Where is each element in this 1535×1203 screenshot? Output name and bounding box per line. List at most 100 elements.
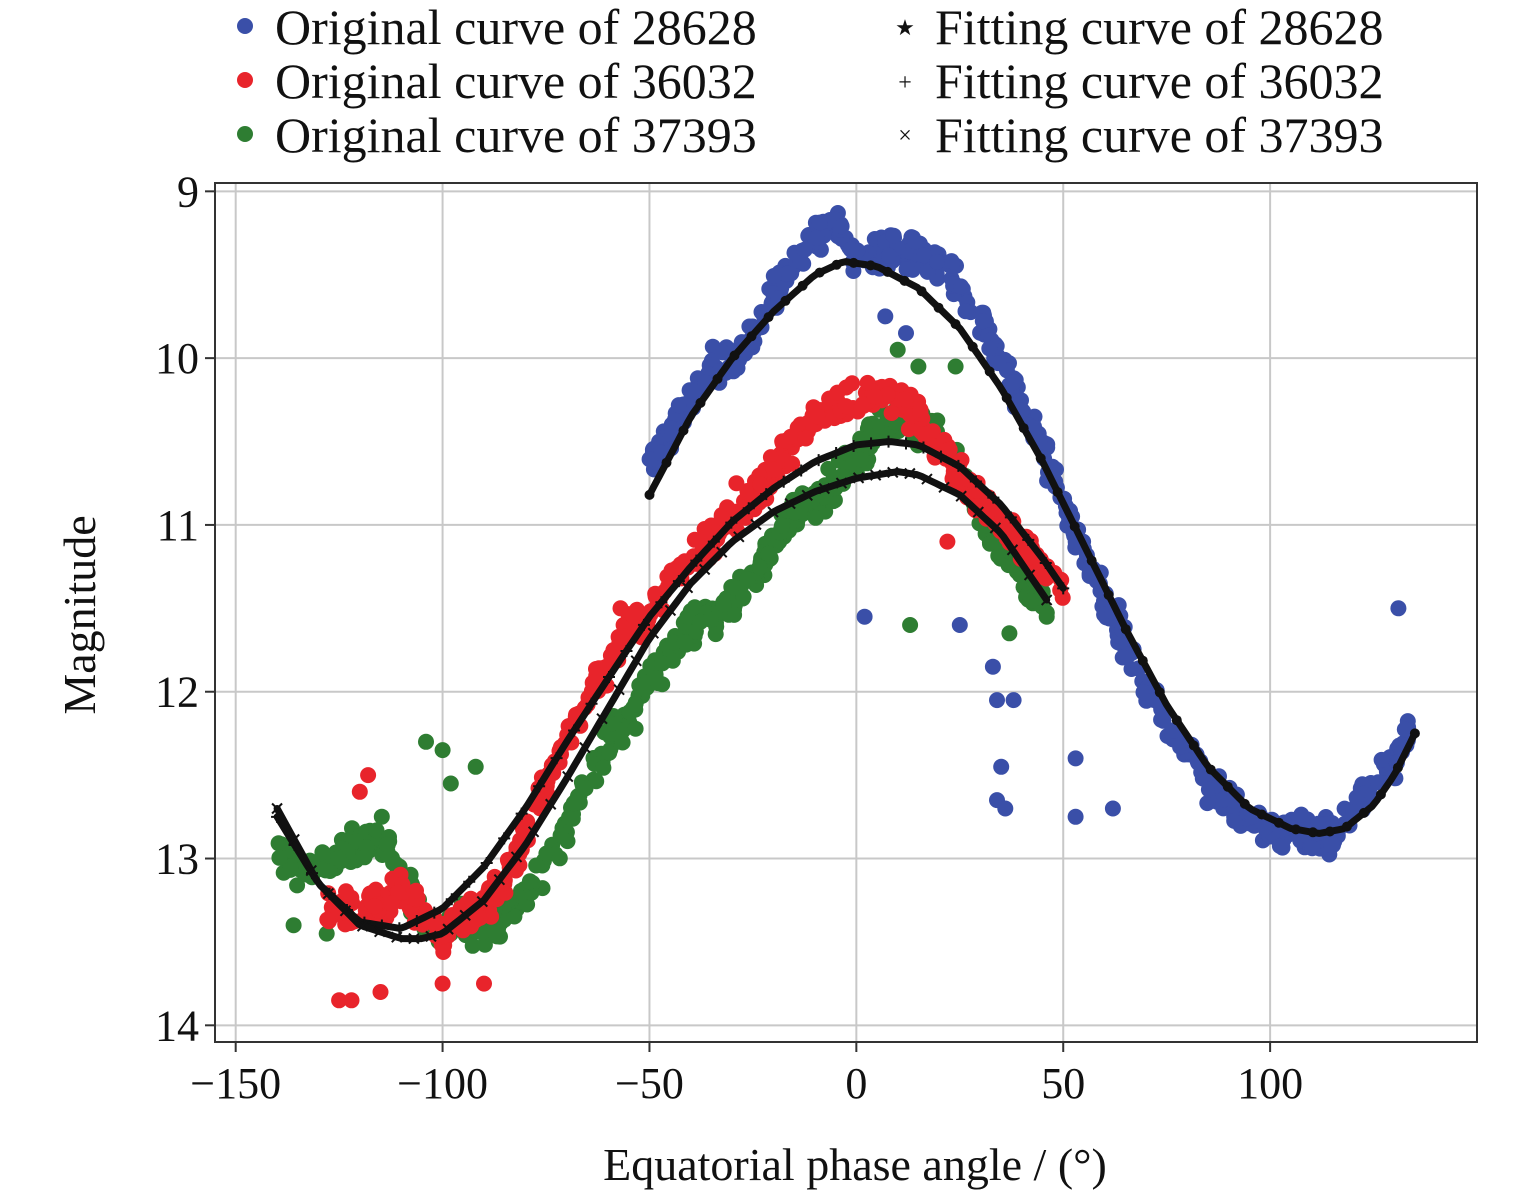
data-point: [898, 325, 914, 342]
legend-label-fit-36032: Fitting curve of 36032: [935, 53, 1384, 109]
data-point: [383, 895, 400, 912]
data-point: [990, 547, 1007, 564]
data-point: [692, 613, 709, 630]
data-point: [714, 344, 731, 361]
fit-marker-plus: [568, 724, 581, 737]
fit-marker-plus: [952, 459, 965, 472]
axes: −150 −100 −50 0 50 100 9 10 11 12 13 14: [155, 167, 1303, 1108]
fit-marker-cross: [869, 469, 882, 481]
fit-marker-star: [933, 302, 944, 313]
fit-marker-plus: [899, 437, 912, 450]
fit-marker-plus: [533, 780, 546, 793]
data-point: [993, 758, 1010, 775]
fit-marker-star: [712, 373, 723, 384]
fit-marker-cross: [356, 920, 369, 932]
data-point: [467, 758, 484, 775]
fit-curve-5: [271, 466, 1053, 945]
fit-marker-cross: [425, 930, 437, 943]
data-point: [434, 742, 451, 759]
data-point: [528, 857, 545, 874]
y-tick-label: 11: [157, 501, 199, 550]
x-tick-label: 100: [1237, 1059, 1303, 1108]
fit-marker-plus: [1004, 511, 1017, 524]
fit-marker-cross: [835, 477, 848, 489]
fit-marker-star: [797, 280, 808, 291]
data-point: [676, 634, 693, 651]
fit-marker-plus: [480, 856, 493, 869]
fit-marker-cross: [733, 531, 745, 543]
legend-marker-original-28628: [237, 18, 253, 34]
data-point: [912, 401, 929, 418]
fit-marker-cross: [391, 931, 403, 943]
data-point: [898, 261, 915, 278]
fit-marker-star: [899, 275, 910, 286]
fit-marker-star: [1324, 826, 1335, 837]
data-point: [627, 696, 644, 713]
fit-marker-plus: [777, 475, 790, 488]
data-point: [314, 844, 331, 861]
data-point: [726, 606, 743, 623]
data-point: [442, 775, 459, 792]
fit-marker-star: [729, 350, 740, 361]
data-point: [829, 384, 846, 401]
data-point: [885, 227, 902, 244]
fit-marker-star: [1103, 590, 1114, 600]
data-point: [910, 358, 927, 375]
data-point: [601, 744, 618, 761]
legend-marker-fit-28628: ★: [895, 15, 915, 40]
data-point: [735, 588, 752, 605]
data-point: [877, 308, 894, 325]
fit-marker-star: [1375, 789, 1386, 800]
data-point: [285, 917, 302, 934]
fit-marker-cross: [681, 582, 694, 594]
data-point: [319, 911, 336, 928]
data-point: [990, 355, 1007, 372]
data-point: [997, 800, 1014, 817]
fit-marker-plus: [620, 644, 633, 657]
data-point: [330, 850, 347, 867]
data-point: [1067, 808, 1084, 825]
fit-marker-star: [1290, 824, 1301, 835]
data-point: [881, 247, 897, 264]
data-point: [1001, 625, 1018, 642]
data-point: [343, 992, 360, 1009]
fit-marker-cross: [562, 770, 574, 783]
data-point: [551, 850, 568, 867]
data-point: [866, 388, 883, 405]
data-point: [941, 441, 958, 458]
data-point: [916, 247, 932, 264]
fit-marker-plus: [742, 502, 755, 515]
data-point: [681, 382, 698, 399]
data-point: [902, 617, 919, 633]
fit-marker-star: [1358, 807, 1369, 818]
fit-marker-plus: [812, 454, 825, 467]
data-point: [603, 715, 620, 732]
fit-marker-cross: [596, 712, 608, 725]
fit-marker-plus: [1022, 533, 1035, 546]
fit-marker-star: [661, 457, 672, 468]
fit-marker-star: [1035, 453, 1046, 464]
data-point: [981, 340, 998, 357]
fit-marker-cross: [664, 604, 677, 617]
fit-marker-cross: [716, 546, 728, 558]
data-point: [883, 405, 900, 421]
data-point: [760, 545, 777, 562]
fit-line: [273, 438, 1067, 932]
fit-marker-plus: [410, 915, 423, 928]
fit-marker-star: [644, 489, 655, 500]
data-point: [811, 214, 828, 231]
data-point: [807, 509, 824, 526]
legend-marker-original-37393: [237, 126, 253, 142]
data-point: [837, 398, 854, 415]
data-point: [289, 877, 306, 894]
data-point: [625, 607, 642, 624]
data-point: [907, 233, 924, 250]
fit-marker-cross: [613, 684, 625, 696]
fit-marker-plus: [830, 447, 843, 460]
fit-marker-star: [746, 331, 757, 342]
y-tick-label: 10: [155, 334, 199, 383]
fit-marker-cross: [510, 851, 523, 863]
fit-marker-star: [1273, 817, 1284, 828]
data-point: [577, 780, 594, 797]
data-point: [1226, 812, 1243, 829]
